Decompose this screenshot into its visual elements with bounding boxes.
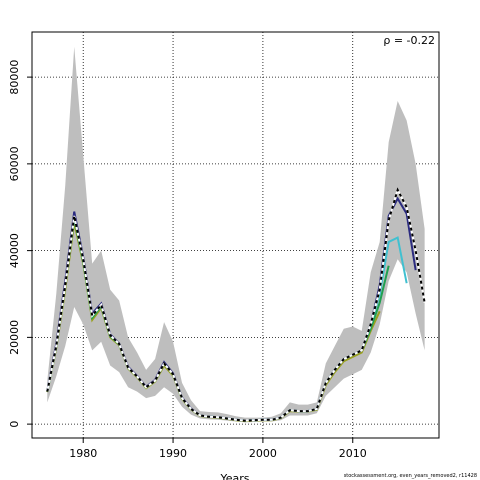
footer: stockassessment.org, even_years_removed2… [344, 473, 477, 479]
x-tick-label: 1980 [69, 447, 97, 460]
x-axis-label: Years [219, 472, 249, 480]
annotation: ρ = -0.22 [383, 34, 435, 47]
y-tick-label: 20000 [8, 320, 21, 355]
y-tick-label: 80000 [8, 60, 21, 95]
x-tick-label: 2010 [339, 447, 367, 460]
y-tick-label: 0 [8, 421, 21, 428]
confidence-band [47, 46, 425, 423]
series-line [46, 187, 426, 422]
x-tick-label: 1990 [159, 447, 187, 460]
y-tick-label: 40000 [8, 233, 21, 268]
x-tick-label: 2000 [249, 447, 277, 460]
plot-frame [31, 31, 440, 439]
y-tick-label: 60000 [8, 146, 21, 181]
